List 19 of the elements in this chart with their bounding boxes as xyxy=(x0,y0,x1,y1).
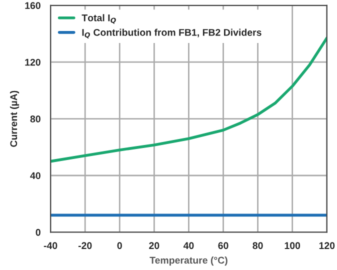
y-tick-label: 40 xyxy=(30,172,40,180)
x-tick-label: 120 xyxy=(319,242,335,250)
y-axis-title: Current (µA) xyxy=(10,90,20,147)
x-tick-label: -40 xyxy=(44,242,58,250)
legend-label: I$_{Q}$ Contribution from FB1, FB2 Dividers xyxy=(82,28,262,38)
x-axis-title: Temperature (°C) xyxy=(150,256,228,266)
line-series xyxy=(50,36,327,163)
y-tick-label: 80 xyxy=(30,116,40,122)
x-tick-label: 100 xyxy=(284,242,300,250)
x-tick-label: -20 xyxy=(78,242,92,250)
x-tick-label: 60 xyxy=(218,242,228,250)
x-tick-label: 40 xyxy=(183,242,194,250)
y-tick-label: 0 xyxy=(36,228,40,236)
y-tick-label: 120 xyxy=(25,58,40,66)
legend-label: Total I$_{Q}$ xyxy=(82,14,116,24)
x-tick-label: 80 xyxy=(252,242,263,250)
x-tick-label: 20 xyxy=(149,242,160,250)
x-tick-label: 0 xyxy=(117,242,122,250)
y-tick-label: 160 xyxy=(25,2,40,10)
